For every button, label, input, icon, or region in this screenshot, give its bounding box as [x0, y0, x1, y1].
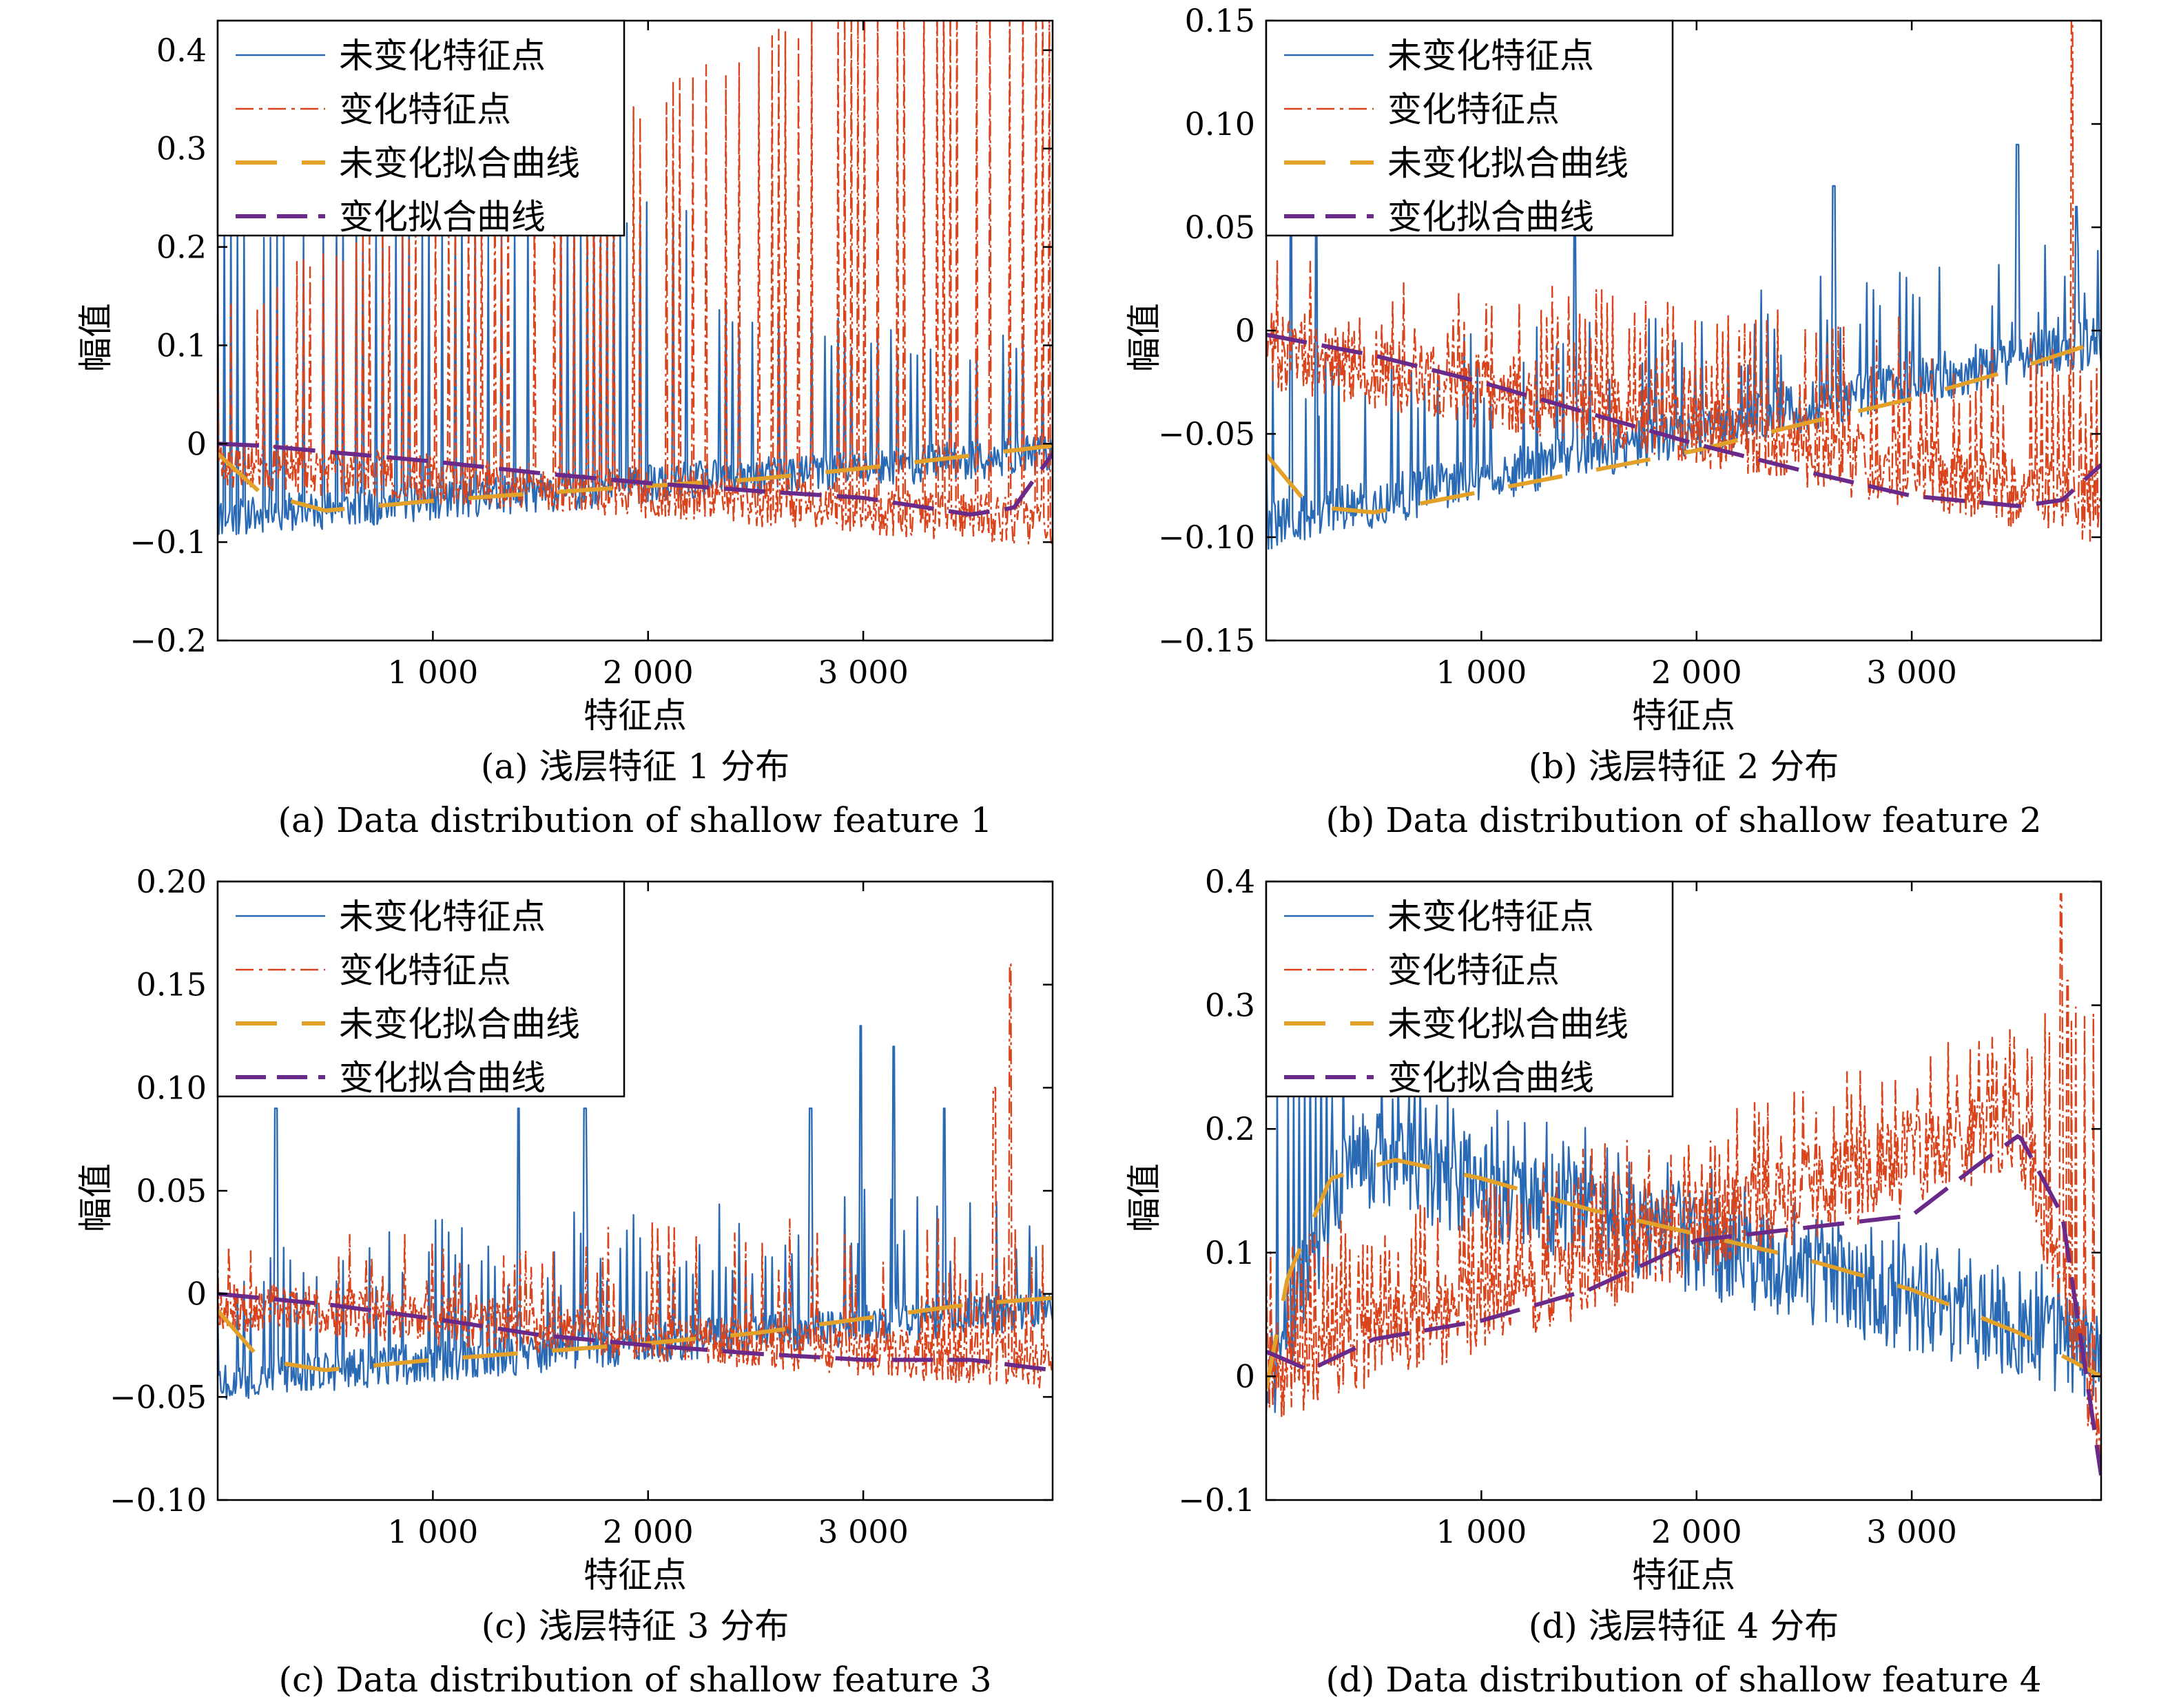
y-tick-label: 0.10 [136, 1069, 207, 1106]
series-changed-fit [1266, 1134, 2101, 1476]
y-tick-label: 0.15 [1185, 2, 1255, 39]
series-changed-fit [1266, 333, 2101, 508]
series-unchanged-points [218, 199, 1053, 536]
legend-label: 未变化特征点 [339, 36, 546, 76]
legend-box [216, 19, 626, 237]
legend-label: 未变化特征点 [1387, 36, 1594, 76]
series-changed-points [1266, 893, 2101, 1464]
y-tick-label: 0 [1235, 312, 1255, 349]
y-axis-label: 幅值 [76, 303, 116, 372]
legend-label: 未变化特征点 [339, 897, 546, 937]
legend-label: 变化拟合曲线 [1387, 197, 1594, 237]
legend-label: 未变化特征点 [1387, 897, 1594, 937]
x-tick-label: 3 000 [1866, 1513, 1957, 1550]
series-unchanged-fit [218, 1295, 1053, 1373]
series-changed-points [1266, 21, 2101, 542]
y-tick-label: −0.10 [110, 1481, 207, 1519]
caption-en: (d) Data distribution of shallow feature… [1325, 1660, 2041, 1700]
y-tick-label: 0.1 [1205, 1234, 1255, 1271]
x-axis-label: 特征点 [1632, 1555, 1735, 1595]
legend-label: 变化特征点 [339, 950, 511, 990]
x-tick-label: 3 000 [818, 1513, 909, 1550]
y-tick-label: 0.05 [136, 1172, 207, 1209]
x-axis-label: 特征点 [583, 696, 687, 736]
series-changed-points [218, 963, 1053, 1389]
y-tick-label: −0.1 [130, 523, 207, 561]
legend-label: 变化特征点 [1387, 950, 1560, 990]
x-tick-label: 3 000 [1866, 654, 1957, 691]
y-tick-label: 0.2 [156, 229, 207, 266]
y-tick-label: −0.05 [1158, 415, 1255, 452]
y-tick-label: −0.1 [1178, 1481, 1255, 1519]
y-axis-label: 幅值 [1124, 1163, 1164, 1232]
y-tick-label: 0.2 [1205, 1110, 1255, 1147]
caption-en: (c) Data distribution of shallow feature… [278, 1660, 991, 1700]
y-tick-label: 0.15 [136, 966, 207, 1003]
caption-cn: (d) 浅层特征 4 分布 [1529, 1606, 1839, 1646]
legend-label: 未变化拟合曲线 [339, 1004, 580, 1044]
y-tick-label: 0.20 [136, 863, 207, 900]
y-axis-label: 幅值 [76, 1163, 116, 1232]
legend-box [216, 880, 626, 1098]
y-tick-label: 0.10 [1185, 105, 1255, 143]
series-unchanged-fit [1266, 339, 2101, 514]
x-axis-label: 特征点 [583, 1555, 687, 1595]
plot-area [1266, 21, 2101, 550]
legend-label: 未变化拟合曲线 [1387, 143, 1629, 183]
y-tick-label: 0 [1235, 1357, 1255, 1395]
plot-area [218, 21, 1053, 546]
y-tick-label: 0.3 [156, 130, 207, 167]
y-tick-label: 0.1 [156, 326, 207, 364]
legend-label: 未变化拟合曲线 [339, 143, 580, 183]
chart-panel-a: −0.2 −0.1 0 0.1 0.2 0.3 0.4 1 000 2 000 3 000 特征点 幅… [76, 19, 1054, 840]
chart-panel-c: −0.10 −0.05 0 0.05 0.10 0.15 0.20 1 000 2 000 3 0… [76, 863, 1054, 1700]
y-tick-label: 0.3 [1205, 987, 1255, 1024]
y-tick-label: −0.10 [1158, 519, 1255, 556]
legend-label: 变化拟合曲线 [339, 1058, 546, 1098]
x-tick-label: 1 000 [388, 1513, 479, 1550]
x-tick-label: 1 000 [388, 654, 479, 691]
legend-label: 未变化拟合曲线 [1387, 1004, 1629, 1044]
series-unchanged-points [1266, 143, 2101, 550]
x-tick-label: 2 000 [1651, 654, 1742, 691]
legend-label: 变化拟合曲线 [1387, 1058, 1594, 1098]
y-tick-label: 0 [187, 425, 207, 462]
series-changed-fit [218, 1291, 1053, 1373]
caption-en: (a) Data distribution of shallow feature… [278, 800, 993, 840]
y-tick-label: 0.4 [156, 32, 207, 69]
plot-area [1266, 893, 2101, 1476]
caption-en: (b) Data distribution of shallow feature… [1325, 800, 2041, 840]
y-tick-label: −0.05 [110, 1378, 207, 1415]
legend-box [1265, 19, 1674, 237]
caption-cn: (a) 浅层特征 1 分布 [481, 747, 789, 787]
legend-label: 变化特征点 [1387, 90, 1560, 129]
plot-frame [216, 19, 1054, 642]
x-tick-label: 2 000 [603, 654, 694, 691]
x-tick-label: 2 000 [1651, 1513, 1742, 1550]
x-tick-label: 1 000 [1436, 1513, 1527, 1550]
x-tick-label: 1 000 [1436, 654, 1527, 691]
x-tick-label: 2 000 [603, 1513, 694, 1550]
y-tick-label: 0.4 [1205, 863, 1255, 900]
chart-panel-d: −0.1 0 0.1 0.2 0.3 0.4 1 000 2 000 3 000 特征点 幅值 未变化… [1124, 863, 2102, 1700]
y-tick-label: 0 [187, 1275, 207, 1313]
caption-cn: (c) 浅层特征 3 分布 [482, 1606, 789, 1646]
y-axis-label: 幅值 [1124, 303, 1164, 372]
y-tick-label: −0.2 [130, 622, 207, 659]
series-changed-fit [218, 441, 1053, 517]
plot-area [218, 963, 1053, 1400]
series-unchanged-fit [1266, 1158, 2101, 1389]
x-tick-label: 3 000 [818, 654, 909, 691]
legend-box [1265, 880, 1674, 1098]
chart-panel-b: −0.15 −0.10 −0.05 0 0.05 0.10 0.15 1 000 2 000 3 … [1124, 2, 2102, 840]
series-changed-points [218, 21, 1053, 546]
y-tick-label: 0.05 [1185, 209, 1255, 246]
caption-cn: (b) 浅层特征 2 分布 [1529, 747, 1839, 787]
legend-label: 变化特征点 [339, 90, 511, 129]
y-tick-label: −0.15 [1158, 622, 1255, 659]
legend-label: 变化拟合曲线 [339, 197, 546, 237]
plot-frame [1265, 880, 2102, 1501]
x-axis-label: 特征点 [1632, 696, 1735, 736]
